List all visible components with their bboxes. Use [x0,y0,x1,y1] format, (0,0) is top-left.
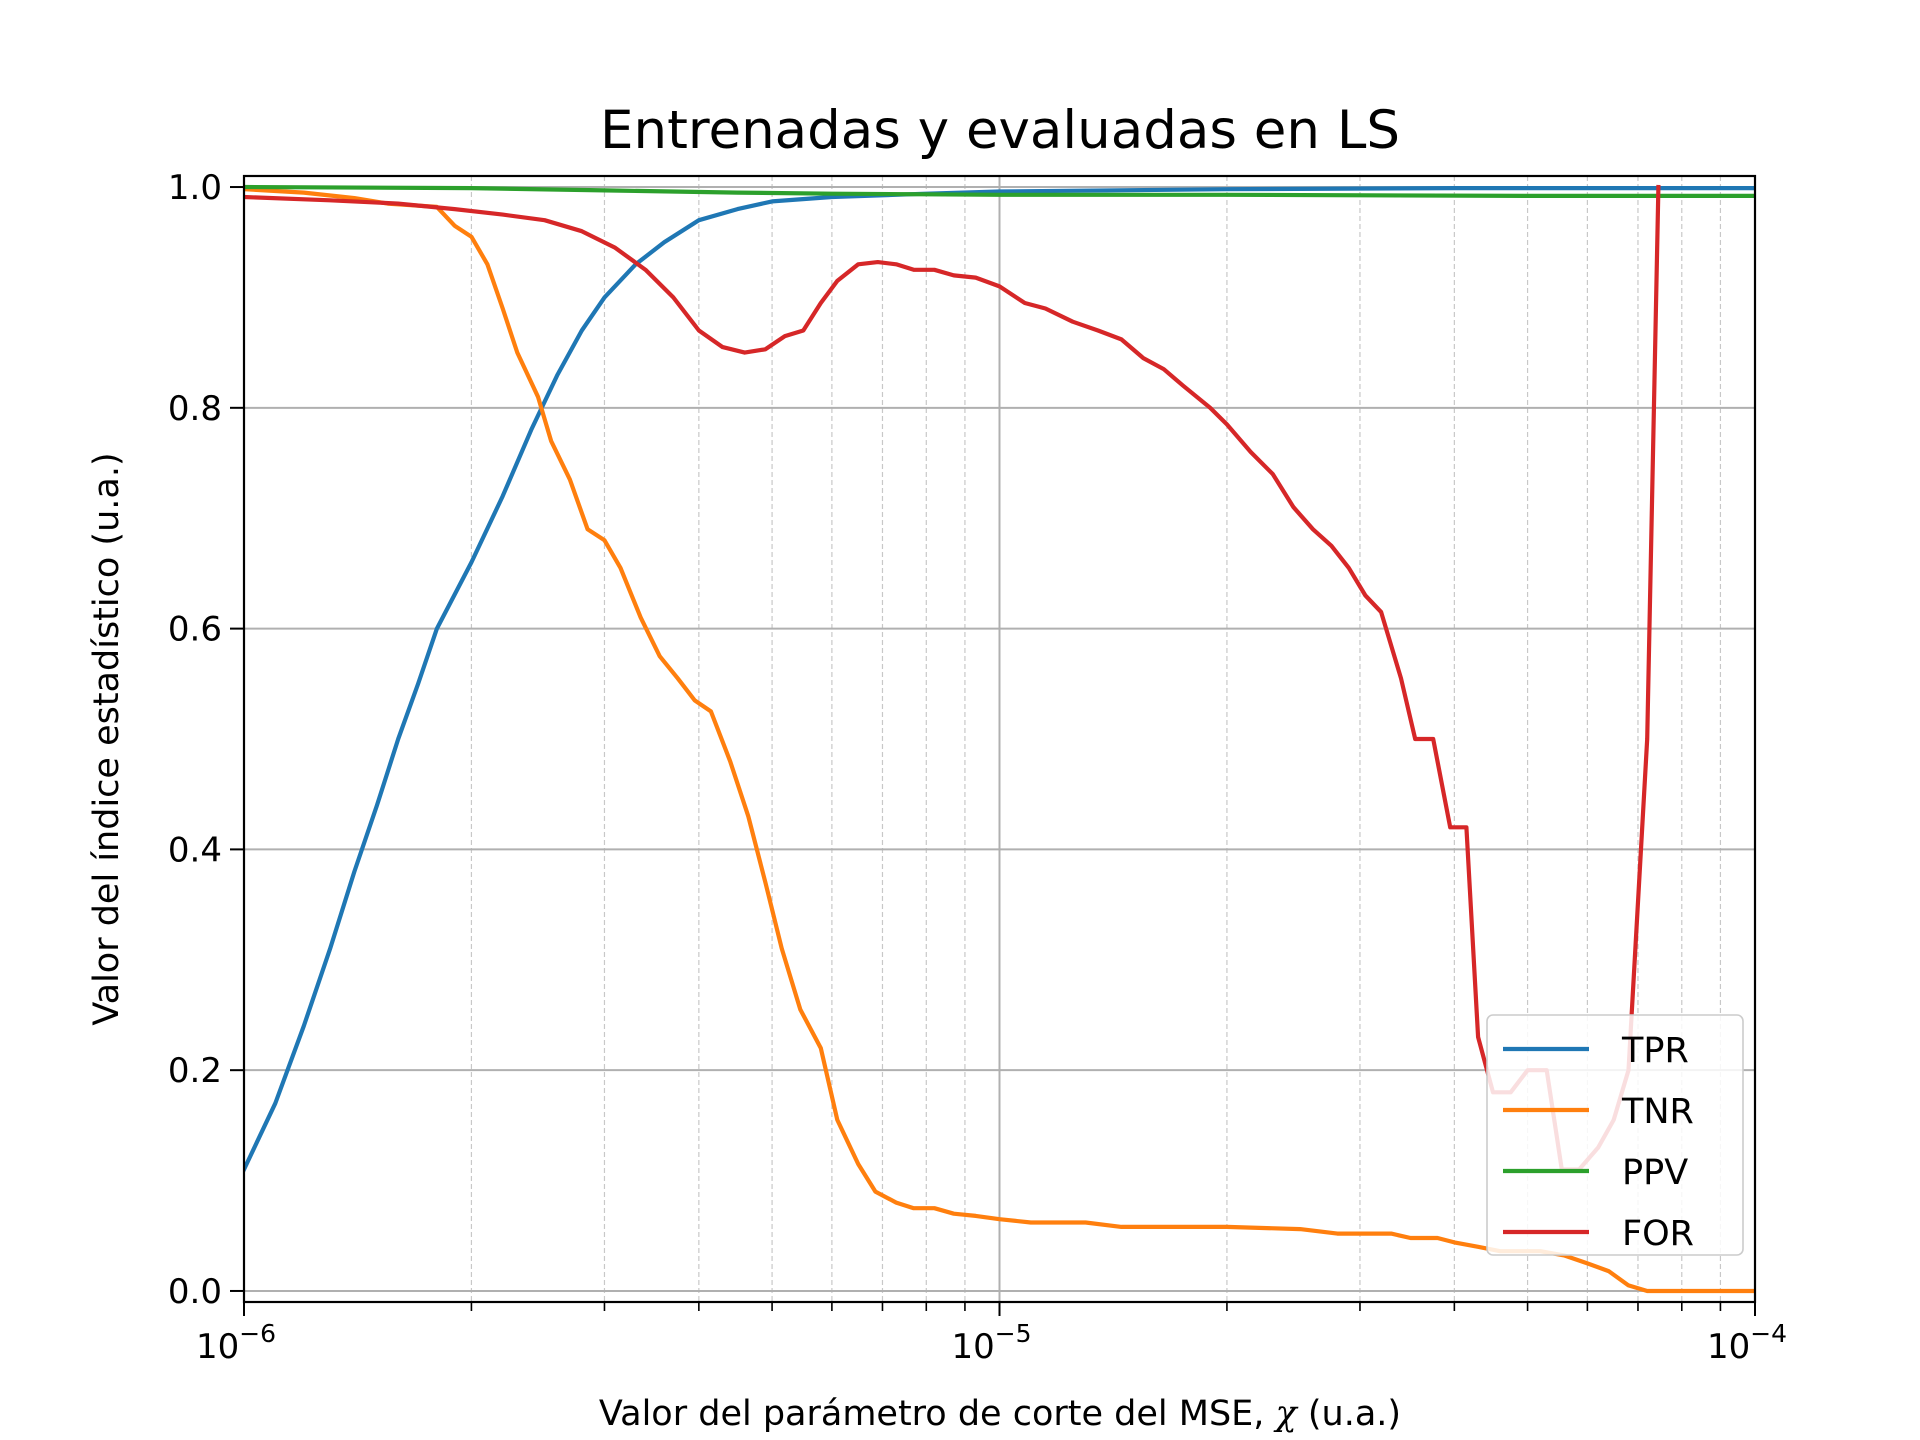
legend-label-tpr: TPR [1621,1031,1689,1071]
x-axis-label: Valor del parámetro de corte del MSE, χ … [599,1394,1401,1434]
series-line-tnr [244,187,1755,1294]
x-tick-label: 10−5 [951,1319,1031,1367]
minor-gridlines [470,176,1722,1302]
y-axis-ticks: 0.0 0.2 0.4 0.6 0.8 1.0 [168,168,244,1312]
legend-label-for: FOR [1622,1214,1694,1254]
y-tick-label: 0.6 [168,610,222,650]
y-tick-label: 0.2 [168,1051,222,1091]
series-line-ppv [244,184,1755,198]
legend-label-ppv: PPV [1622,1153,1688,1193]
x-tick-label: 10−4 [1707,1319,1787,1367]
x-tick-label-base: 10 [951,1327,994,1367]
y-tick-label: 1.0 [168,168,222,208]
x-axis-ticks: 10−6 10−5 10−4 [196,1302,1787,1367]
x-tick-label-exponent: −5 [995,1319,1032,1348]
legend: TPR TNR PPV FOR [1486,1014,1744,1256]
x-axis-label-unit: (u.a.) [1297,1394,1401,1434]
y-axis-label: Valor del índice estadístico (u.a.) [87,452,127,1025]
y-tick-label: 0.0 [168,1272,222,1312]
x-axis-label-symbol: χ [1273,1394,1299,1434]
x-tick-label: 10−6 [196,1319,276,1367]
x-tick-label-exponent: −4 [1750,1319,1787,1348]
y-tick-label: 0.4 [168,830,222,870]
legend-box [1486,1014,1744,1256]
y-tick-label: 0.8 [168,389,222,429]
chart-title: Entrenadas y evaluadas en LS [600,100,1400,161]
x-axis-label-main: Valor del parámetro de corte del MSE, [599,1394,1276,1434]
series-layer [244,184,1755,1294]
x-tick-label-exponent: −6 [239,1319,276,1348]
x-tick-label-base: 10 [1707,1327,1750,1367]
legend-label-tnr: TNR [1621,1092,1694,1132]
x-tick-label-base: 10 [196,1327,239,1367]
